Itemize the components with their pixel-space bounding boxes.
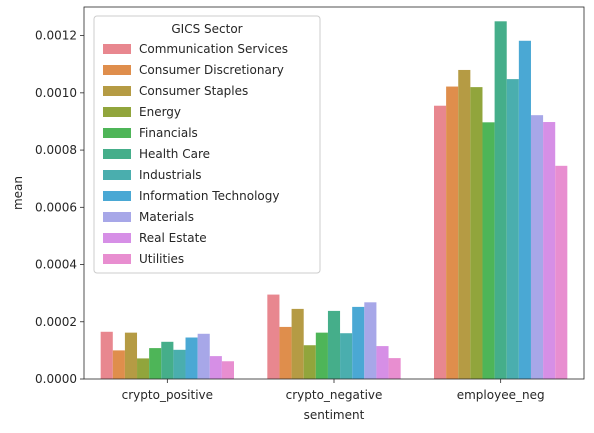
- y-axis-label: mean: [11, 176, 25, 210]
- legend-entry: Information Technology: [139, 189, 280, 203]
- legend-swatch: [103, 233, 131, 243]
- bar: [458, 69, 471, 379]
- bar: [518, 40, 531, 380]
- bar: [506, 79, 519, 380]
- bar: [197, 333, 210, 379]
- legend-title: GICS Sector: [171, 22, 242, 36]
- legend-entry: Energy: [139, 105, 181, 119]
- bar: [364, 302, 377, 379]
- x-tick-label: crypto_negative: [286, 388, 383, 402]
- legend-swatch: [103, 86, 131, 96]
- bar: [124, 332, 138, 379]
- bar: [494, 21, 507, 380]
- x-tick-label: employee_neg: [457, 388, 545, 402]
- legend-entry: Real Estate: [139, 231, 207, 245]
- legend-swatch: [103, 191, 131, 201]
- bar: [149, 348, 162, 379]
- legend-entry: Financials: [139, 126, 198, 140]
- legend-swatch: [103, 44, 131, 54]
- bar: [555, 165, 568, 379]
- legend-entry: Industrials: [139, 168, 202, 182]
- bar: [209, 356, 222, 379]
- x-axis: crypto_positive crypto_negative employee_n…: [122, 379, 545, 402]
- bar: [352, 306, 365, 379]
- y-tick-label: 0.0012: [35, 29, 77, 43]
- legend-entry: Health Care: [139, 147, 210, 161]
- legend-swatch: [103, 170, 131, 180]
- y-tick-label: 0.0002: [35, 315, 77, 329]
- bar: [161, 341, 174, 379]
- legend-entry: Materials: [139, 210, 194, 224]
- y-axis: 0.0000 0.0002 0.0004 0.0006 0.0008 0.0010 0.00…: [35, 29, 84, 386]
- bar: [315, 332, 328, 379]
- y-tick-label: 0.0000: [35, 372, 77, 386]
- legend-entry: Consumer Staples: [139, 84, 248, 98]
- bar: [100, 331, 113, 379]
- legend-box: [93, 15, 321, 274]
- bar: [221, 361, 234, 379]
- bar: [340, 333, 353, 379]
- bar: [291, 308, 304, 379]
- legend-swatch: [103, 212, 131, 222]
- y-tick-label: 0.0008: [35, 143, 77, 157]
- bar: [470, 87, 483, 380]
- bar: [267, 294, 280, 379]
- legend-entry: Communication Services: [139, 42, 288, 56]
- x-tick-label: crypto_positive: [122, 388, 213, 402]
- bar: [173, 349, 186, 379]
- legend: GICS Sector Communication Services Consum…: [93, 15, 321, 274]
- bar: [530, 115, 544, 380]
- bar: [327, 310, 341, 379]
- bar: [112, 350, 125, 379]
- bar: [434, 105, 447, 379]
- y-tick-label: 0.0006: [35, 200, 77, 214]
- bar: [137, 358, 150, 379]
- legend-swatch: [103, 128, 131, 138]
- legend-entry: Consumer Discretionary: [139, 63, 284, 77]
- bar: [388, 358, 401, 379]
- bar: [376, 346, 389, 379]
- bar: [482, 122, 495, 379]
- legend-swatch: [103, 149, 131, 159]
- bars-group: [100, 21, 568, 380]
- y-tick-label: 0.0010: [35, 86, 77, 100]
- y-tick-label: 0.0004: [35, 258, 77, 272]
- bar: [543, 122, 556, 379]
- bar: [185, 337, 198, 379]
- legend-swatch: [103, 65, 131, 75]
- bar: [279, 326, 292, 379]
- legend-entry: Utilities: [139, 252, 184, 266]
- legend-swatch: [103, 254, 131, 264]
- legend-swatch: [103, 107, 131, 117]
- bar: [446, 86, 459, 380]
- x-axis-label: sentiment: [304, 408, 365, 422]
- bar: [303, 345, 316, 379]
- plot-frame: [83, 6, 585, 380]
